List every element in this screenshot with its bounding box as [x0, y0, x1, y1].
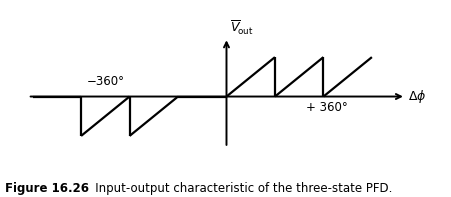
- Text: $\overline{V}_{\!\mathrm{out}}$: $\overline{V}_{\!\mathrm{out}}$: [230, 19, 253, 37]
- Text: Figure 16.26: Figure 16.26: [5, 182, 88, 195]
- Text: + 360°: + 360°: [306, 101, 347, 114]
- Text: $\Delta\phi$: $\Delta\phi$: [407, 88, 426, 105]
- Text: Input-output characteristic of the three-state PFD.: Input-output characteristic of the three…: [83, 182, 391, 195]
- Text: −360°: −360°: [86, 75, 124, 88]
